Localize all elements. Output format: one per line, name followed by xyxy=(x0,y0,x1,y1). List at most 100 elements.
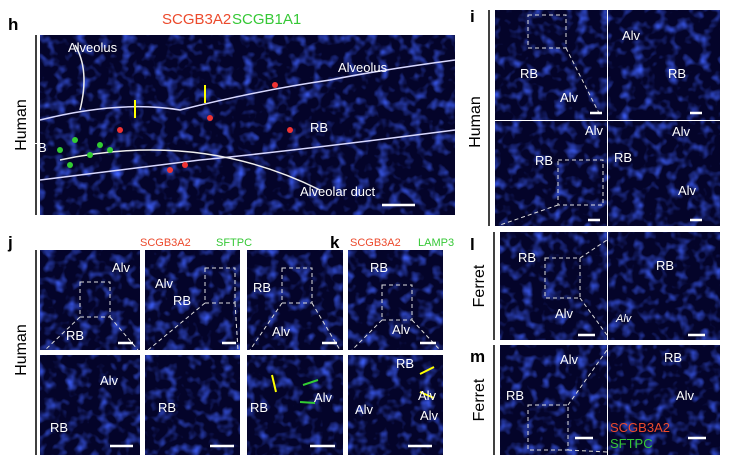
tissue-texture xyxy=(500,345,607,455)
label: Alv xyxy=(392,322,411,337)
tissue-texture xyxy=(145,355,240,455)
label: RB xyxy=(250,400,268,415)
green-signal xyxy=(57,147,63,153)
label: RB xyxy=(520,66,538,81)
green-signal xyxy=(97,142,103,148)
tissue-edge xyxy=(39,59,456,121)
red-signal xyxy=(272,82,278,88)
zoom-box xyxy=(381,284,413,321)
label: Alv xyxy=(112,260,131,275)
zoom-line xyxy=(44,316,81,351)
label: Alv xyxy=(355,402,374,417)
zoom-box xyxy=(204,267,236,304)
tissue-texture xyxy=(608,232,720,340)
arrow xyxy=(271,374,277,393)
red-signal xyxy=(207,115,213,121)
green-signal xyxy=(72,137,78,143)
zoom-line xyxy=(565,47,601,116)
panel-letter: j xyxy=(7,233,13,252)
tissue-texture xyxy=(247,355,343,455)
zoom-box xyxy=(557,159,604,206)
stain-label: LAMP3 xyxy=(418,237,454,249)
red-signal xyxy=(287,127,293,133)
stain-label: SFTPC xyxy=(610,436,653,451)
stain-label: SCGB3A2 xyxy=(350,237,401,249)
label: Alv xyxy=(100,373,119,388)
stain-label: SFTPC xyxy=(216,237,252,249)
zoom-line xyxy=(109,316,139,351)
label: TB xyxy=(30,140,47,155)
species-label: Human xyxy=(467,96,484,148)
label: Alveolar duct xyxy=(300,184,376,199)
label: Alv xyxy=(155,276,174,291)
arrow xyxy=(302,379,319,386)
label: Alv xyxy=(672,124,691,139)
zoom-line xyxy=(351,319,383,351)
species-label: Human xyxy=(13,324,30,376)
zoom-line xyxy=(249,302,283,351)
label: RB xyxy=(310,120,328,135)
label: Alv xyxy=(560,352,579,367)
zoom-line xyxy=(499,204,559,226)
species-label: Ferret xyxy=(471,378,488,421)
stain-label: SCGB3A2 xyxy=(162,11,231,28)
green-signal xyxy=(67,162,73,168)
tissue-texture xyxy=(247,250,343,350)
arrow xyxy=(299,401,316,404)
green-signal xyxy=(107,147,113,153)
label: RB xyxy=(518,250,536,265)
label: RB xyxy=(158,400,176,415)
label: RB xyxy=(253,280,271,295)
arrow xyxy=(419,366,435,375)
label: RB xyxy=(506,388,524,403)
zoom-line xyxy=(579,239,608,259)
zoom-box xyxy=(79,281,111,318)
panel-letter: k xyxy=(330,233,340,252)
label: RB xyxy=(668,66,686,81)
label: Alv xyxy=(560,90,579,105)
label: RB xyxy=(396,356,414,371)
red-signal xyxy=(117,127,123,133)
label: Alv xyxy=(272,324,291,339)
label: Alveolus xyxy=(68,40,118,55)
stain-label: SCGB3A2 xyxy=(140,237,191,249)
label: Alv xyxy=(615,313,633,325)
label: RB xyxy=(370,260,388,275)
red-signal xyxy=(167,167,173,173)
green-signal xyxy=(87,152,93,158)
zoom-box xyxy=(527,404,569,451)
tissue-texture xyxy=(40,355,140,455)
zoom-line xyxy=(579,297,608,336)
panel-letter: h xyxy=(8,15,18,34)
label: RB xyxy=(614,150,632,165)
tissue-texture xyxy=(348,250,443,350)
tissue-texture xyxy=(608,10,720,120)
zoom-box xyxy=(281,267,313,304)
panel-letter: i xyxy=(470,7,475,26)
tissue-texture xyxy=(608,345,720,455)
label: RB xyxy=(535,153,553,168)
tissue-texture xyxy=(500,232,607,340)
label: Alv xyxy=(622,28,641,43)
panel-letter: l xyxy=(470,235,475,254)
species-label: Ferret xyxy=(471,264,488,307)
label: RB xyxy=(50,420,68,435)
tissue-texture xyxy=(40,35,455,215)
label: RB xyxy=(656,258,674,273)
zoom-line xyxy=(567,349,608,406)
zoom-line xyxy=(147,302,206,351)
zoom-box xyxy=(544,257,581,299)
label: Alveolus xyxy=(338,60,388,75)
label: RB xyxy=(664,350,682,365)
tissue-texture xyxy=(495,121,607,226)
label: Alv xyxy=(314,390,333,405)
stain-label: SCGB1A1 xyxy=(232,11,301,28)
panel-letter: m xyxy=(470,347,485,366)
tissue-texture xyxy=(495,10,607,120)
label: Alv xyxy=(585,123,604,138)
red-signal xyxy=(182,162,188,168)
species-label: Human xyxy=(13,99,30,151)
tissue-edge xyxy=(74,44,85,111)
label: Alv xyxy=(555,306,574,321)
